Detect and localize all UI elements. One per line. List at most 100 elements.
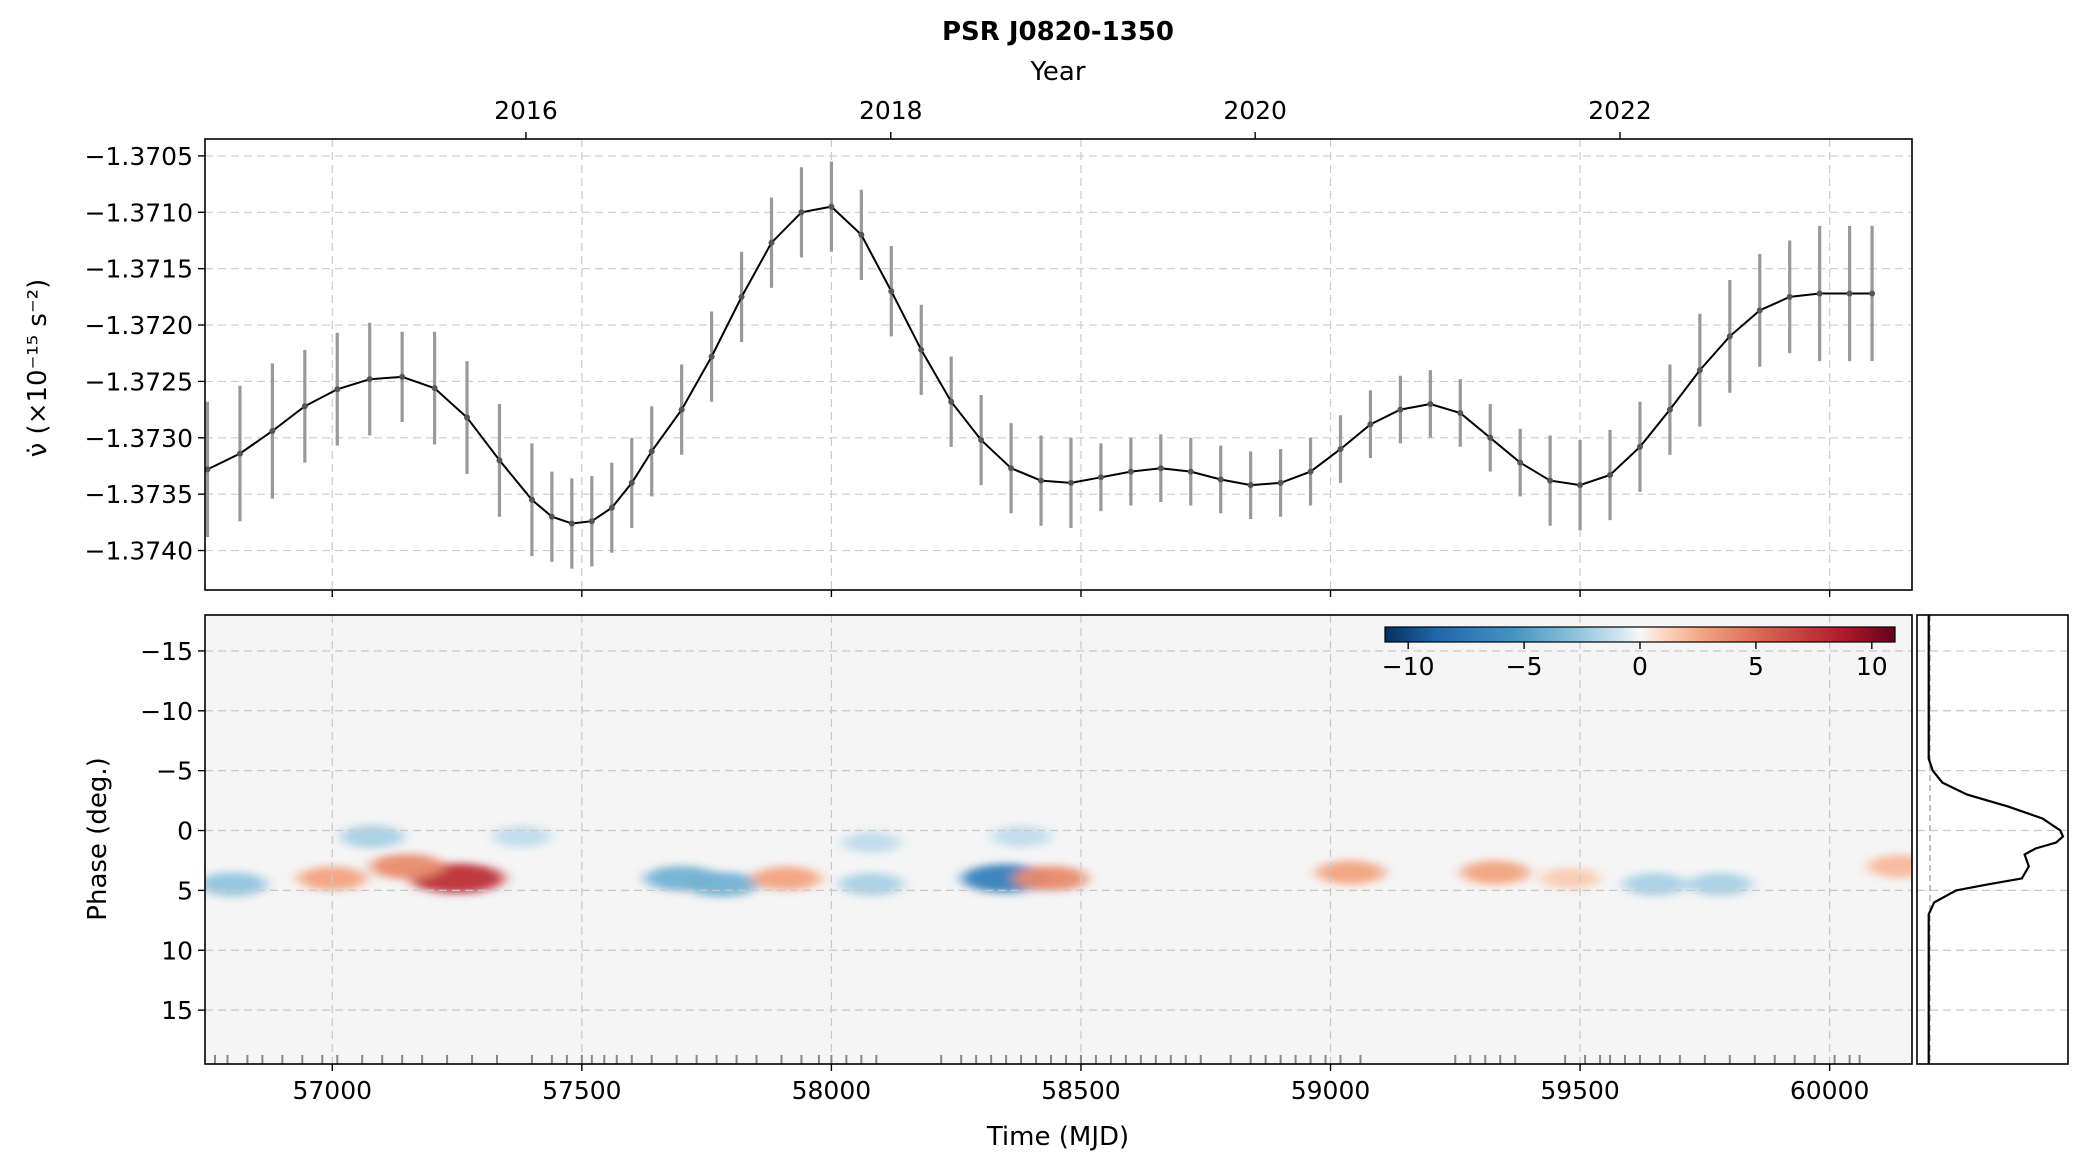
heatmap-feature [1540,867,1600,890]
data-point [334,386,341,393]
data-point [648,448,655,455]
heat-xtick-label: 59000 [1291,1076,1371,1105]
data-point [1097,474,1104,481]
heat-ytick-label: 15 [161,996,193,1025]
profile-line [1927,615,2065,1064]
data-point [399,373,406,380]
heat-xtick-label: 58500 [1041,1076,1121,1105]
heatmap-grid [205,615,1912,1064]
heatmap-feature [1315,860,1385,885]
colorbar [1384,626,1896,643]
data-point [1397,406,1404,413]
heatmap-feature [340,825,405,848]
heatmap-feature [839,873,904,896]
data-point [588,518,595,525]
data-point [608,504,615,511]
data-point [948,398,955,405]
data-point [1816,290,1823,297]
data-point [1786,293,1793,300]
data-point [1517,459,1524,466]
data-point [1547,477,1554,484]
year-tick-label: 2020 [1223,96,1287,125]
heatmap-feature [370,853,445,880]
data-point [1127,468,1134,475]
data-point [1247,482,1254,489]
data-point [708,353,715,360]
data-point [1666,406,1673,413]
data-point [1636,443,1643,450]
top-ytick-label: −1.3720 [85,311,193,340]
heat-xtick-label: 57500 [542,1076,622,1105]
top-panel-errorbars [205,161,1874,569]
data-point [1157,465,1164,472]
top-ytick-label: −1.3730 [85,424,193,453]
heatmap-feature [205,872,267,897]
heat-xtick-label: 57000 [293,1076,373,1105]
data-point [1487,434,1494,441]
heat-ytick-label: −5 [156,757,193,786]
profile-grid [1917,615,2068,1064]
data-point [1337,446,1344,453]
data-point [978,437,985,444]
data-point [366,376,373,383]
heat-ytick-label: 5 [177,876,193,905]
data-point [1277,479,1284,486]
data-point [918,346,925,353]
heatmap-xlabel: Time (MJD) [986,1122,1129,1152]
heatmap-feature [1622,873,1687,896]
figure-title: PSR J0820-1350 [942,17,1174,47]
colorbar-tick-label: −5 [1506,652,1543,681]
top-ytick-label: −1.3725 [85,367,193,396]
top-ytick-label: −1.3705 [85,142,193,171]
colorbar-ticks: −10 −5 0 5 10 [1382,642,1888,681]
colorbar-tick-label: 5 [1748,652,1764,681]
data-point [1187,468,1194,475]
top-panel-ticks: −1.3705 −1.3710 −1.3715 −1.3720 −1.3725 −1.37… [85,96,1831,597]
data-point [1607,471,1614,478]
heatmap-frame [204,614,1913,1065]
top-panel-grid [205,139,1912,590]
top-ytick-label: −1.3740 [85,537,193,566]
data-point [1217,476,1224,483]
data-point [496,457,503,464]
data-point [1577,482,1584,489]
data-point [1307,468,1314,475]
data-point [1869,290,1876,297]
heatmap-feature [841,831,901,854]
heat-xtick-label: 58000 [792,1076,872,1105]
year-tick-label: 2018 [859,96,923,125]
data-point [464,414,471,421]
data-point [269,428,276,435]
colorbar-tick-label: 0 [1632,652,1648,681]
year-tick-label: 2016 [494,96,558,125]
data-point [1726,333,1733,340]
top-axis-label: Year [1029,57,1085,87]
data-point [1696,367,1703,374]
data-point [828,203,835,210]
data-point [1756,307,1763,314]
nudot-series-line [207,205,1873,525]
heat-ytick-label: 10 [161,936,193,965]
data-point [548,513,555,520]
profile-frame [1916,614,2069,1065]
data-point [888,288,895,295]
top-panel-ylabel: ν̇ (×10⁻¹⁵ s⁻²) [23,279,53,457]
heatmap-feature [684,871,759,898]
top-ytick-label: −1.3735 [85,480,193,509]
data-point [738,293,745,300]
heat-xtick-label: 59500 [1540,1076,1620,1105]
heatmap-feature [1014,865,1089,892]
heatmap-feature [1867,855,1912,878]
data-point [628,479,635,486]
heatmap-background [205,615,1912,1064]
data-point [568,520,575,527]
year-tick-label: 2022 [1588,96,1652,125]
data-point [301,403,308,410]
data-point [768,239,775,246]
heat-ytick-label: −15 [140,637,193,666]
heat-ytick-label: 0 [177,817,193,846]
heatmap-toa-ticks [213,1055,1861,1064]
top-panel-frame [204,138,1913,591]
